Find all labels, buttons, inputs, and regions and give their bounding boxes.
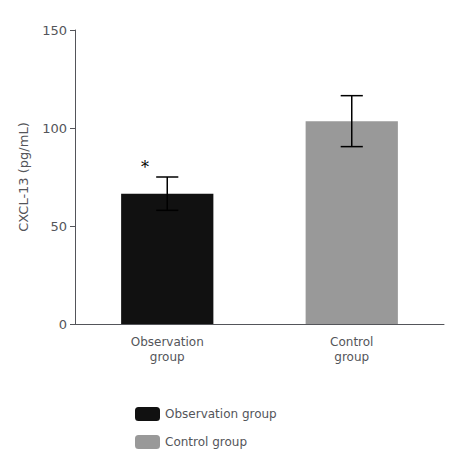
svg-text:Control: Control [330, 335, 373, 349]
svg-text:group: group [150, 350, 185, 364]
svg-text:100: 100 [42, 121, 67, 136]
svg-text:150: 150 [42, 23, 67, 38]
svg-text:50: 50 [50, 219, 67, 234]
svg-text:*: * [141, 158, 149, 177]
svg-text:Observation group: Observation group [165, 407, 277, 421]
svg-text:Observation: Observation [131, 335, 204, 349]
svg-text:group: group [334, 350, 369, 364]
svg-text:0: 0 [59, 317, 67, 332]
svg-text:CXCL-13 (pg/mL): CXCL-13 (pg/mL) [16, 122, 31, 231]
svg-text:Control group: Control group [165, 435, 247, 449]
